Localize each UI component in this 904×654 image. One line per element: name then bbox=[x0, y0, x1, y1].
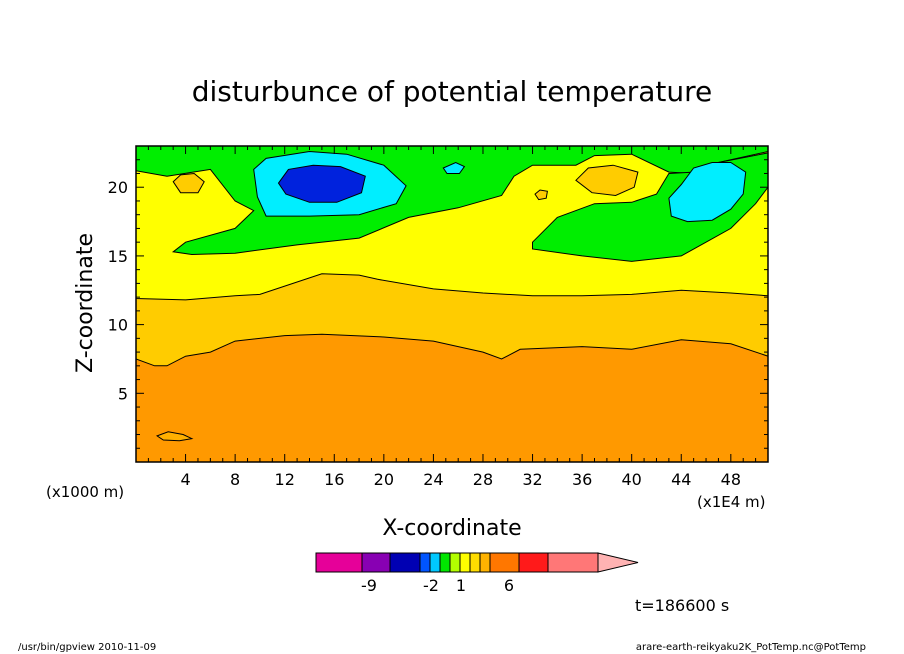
x-tick-label: 12 bbox=[275, 470, 295, 489]
contour-blue-core bbox=[277, 164, 366, 203]
x-axis-unit-left: (x1000 m) bbox=[46, 483, 124, 501]
x-tick-label: 48 bbox=[721, 470, 741, 489]
y-tick-label: 15 bbox=[108, 247, 128, 266]
y-tick-label: 10 bbox=[108, 316, 128, 335]
x-tick-label: 40 bbox=[622, 470, 642, 489]
colorbar-label: -9 bbox=[361, 576, 377, 595]
y-tick-label: 5 bbox=[118, 384, 128, 403]
colorbar-segment bbox=[389, 552, 421, 573]
time-annotation: t=186600 s bbox=[635, 596, 729, 615]
colorbar-segment bbox=[547, 552, 599, 573]
colorbar-segment bbox=[429, 552, 441, 573]
colorbar: -9 -2 1 6 bbox=[315, 552, 639, 595]
contour-orange-blob-left bbox=[172, 172, 205, 194]
x-tick-label: 36 bbox=[572, 470, 592, 489]
contour-orange-blob-right bbox=[575, 164, 639, 197]
x-tick-label: 28 bbox=[473, 470, 493, 489]
colorbar-segment bbox=[459, 552, 471, 573]
footer-left-text: /usr/bin/gpview 2010-11-09 bbox=[18, 642, 156, 653]
y-axis-label: Z-coordinate bbox=[73, 233, 98, 373]
contour-cyan-right bbox=[668, 162, 747, 223]
x-tick-label: 24 bbox=[423, 470, 443, 489]
plot-frame bbox=[135, 145, 769, 463]
contour-orange-small-bottom bbox=[156, 431, 194, 442]
colorbar-segment bbox=[449, 552, 461, 573]
x-axis-label: X-coordinate bbox=[382, 516, 521, 541]
contour-orange-dot bbox=[534, 189, 548, 201]
y-tick-label: 20 bbox=[108, 178, 128, 197]
x-tick-label: 20 bbox=[374, 470, 394, 489]
x-tick-label: 32 bbox=[522, 470, 542, 489]
colorbar-segment bbox=[479, 552, 491, 573]
colorbar-segment bbox=[469, 552, 481, 573]
colorbar-label: 1 bbox=[456, 576, 466, 595]
colorbar-segment bbox=[419, 552, 431, 573]
footer-right-text: arare-earth-reikyaku2K_PotTemp.nc@PotTem… bbox=[636, 642, 866, 653]
colorbar-label: 6 bbox=[504, 576, 514, 595]
contour-cyan-small bbox=[442, 161, 466, 174]
x-tick-label: 4 bbox=[180, 470, 190, 489]
colorbar-extension bbox=[597, 552, 639, 573]
x-tick-label: 44 bbox=[671, 470, 691, 489]
chart-title: disturbunce of potential temperature bbox=[192, 75, 713, 108]
x-tick-label: 16 bbox=[324, 470, 344, 489]
x-axis-unit-right: (x1E4 m) bbox=[697, 493, 766, 511]
colorbar-label: -2 bbox=[423, 576, 439, 595]
contour-plot-area bbox=[136, 146, 768, 462]
x-tick-label: 8 bbox=[230, 470, 240, 489]
colorbar-segment bbox=[518, 552, 549, 573]
colorbar-segment bbox=[439, 552, 451, 573]
colorbar-segment bbox=[315, 552, 363, 573]
colorbar-segment bbox=[489, 552, 520, 573]
colorbar-segment bbox=[361, 552, 391, 573]
